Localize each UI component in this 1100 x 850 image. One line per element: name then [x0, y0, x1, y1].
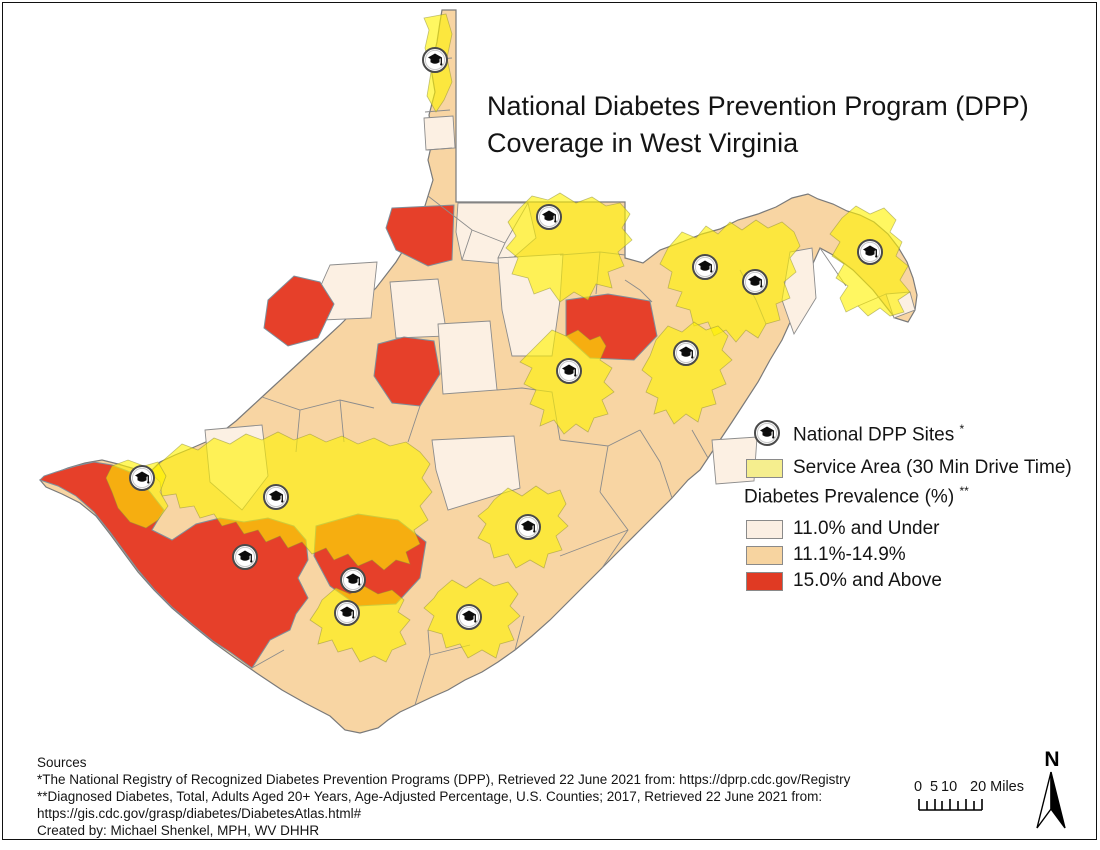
dpp-site-icon — [129, 465, 155, 491]
scalebar-label-0: 0 — [914, 779, 923, 795]
dpp-site-icon — [334, 600, 360, 626]
dpp-site-icon — [556, 358, 582, 384]
legend-item-class-mid: 11.1%-14.9% — [746, 543, 906, 567]
sources-heading: Sources — [37, 755, 87, 770]
dpp-site-icon — [536, 204, 562, 230]
sources-block: Sources *The National Registry of Recogn… — [37, 755, 850, 823]
high-class-label: 15.0% and Above — [793, 570, 942, 591]
dpp-site-icon — [673, 340, 699, 366]
title-line-2: Coverage in West Virginia — [487, 128, 799, 158]
low-class-swatch — [746, 519, 783, 539]
scalebar-ticks — [918, 799, 983, 811]
sources-line-2: **Diagnosed Diabetes, Total, Adults Aged… — [37, 788, 823, 804]
legend-item-service-area: Service Area (30 Min Drive Time) — [746, 456, 1072, 480]
created-by: Created by: Michael Shenkel, MPH, WV DHH… — [37, 823, 320, 838]
sources-line-3: https://gis.cdc.gov/grasp/diabetes/Diabe… — [37, 805, 362, 821]
north-arrow-label: N — [1044, 748, 1060, 771]
dpp-site-icon — [340, 567, 366, 593]
mid-class-label: 11.1%-14.9% — [793, 544, 906, 565]
mid-class-swatch — [746, 545, 783, 565]
legend-site-icon — [754, 420, 780, 446]
scalebar-label-10: 10 — [941, 779, 958, 795]
dpp-site-icon — [263, 484, 289, 510]
scalebar-label-20-miles: 20 Miles — [970, 779, 1024, 795]
dpp-site-icon — [456, 604, 482, 630]
high-class-swatch — [746, 571, 783, 591]
legend-dpp-sites-label: National DPP Sites * — [793, 421, 965, 446]
service-area-label: Service Area (30 Min Drive Time) — [793, 457, 1072, 478]
sources-line-1: *The National Registry of Recognized Dia… — [37, 771, 851, 787]
dpp-site-icon — [515, 514, 541, 540]
service-area-swatch — [746, 458, 783, 478]
prevalence-heading: Diabetes Prevalence (%) ** — [744, 484, 969, 508]
legend-item-class-low: 11.0% and Under — [746, 517, 939, 541]
north-arrow-icon — [1036, 771, 1066, 829]
legend-item-class-high: 15.0% and Above — [746, 569, 942, 593]
dpp-site-icon — [857, 239, 883, 265]
dpp-site-icon — [232, 544, 258, 570]
scalebar-label-5: 5 — [930, 779, 939, 795]
title-line-1: National Diabetes Prevention Program (DP… — [487, 91, 1029, 121]
dpp-site-icon — [422, 47, 448, 73]
dpp-site-icon — [692, 254, 718, 280]
map-title: National Diabetes Prevention Program (DP… — [487, 88, 1029, 162]
low-class-label: 11.0% and Under — [793, 518, 940, 539]
legend-item-dpp-sites: National DPP Sites * — [793, 422, 964, 446]
dpp-site-icon — [742, 269, 768, 295]
